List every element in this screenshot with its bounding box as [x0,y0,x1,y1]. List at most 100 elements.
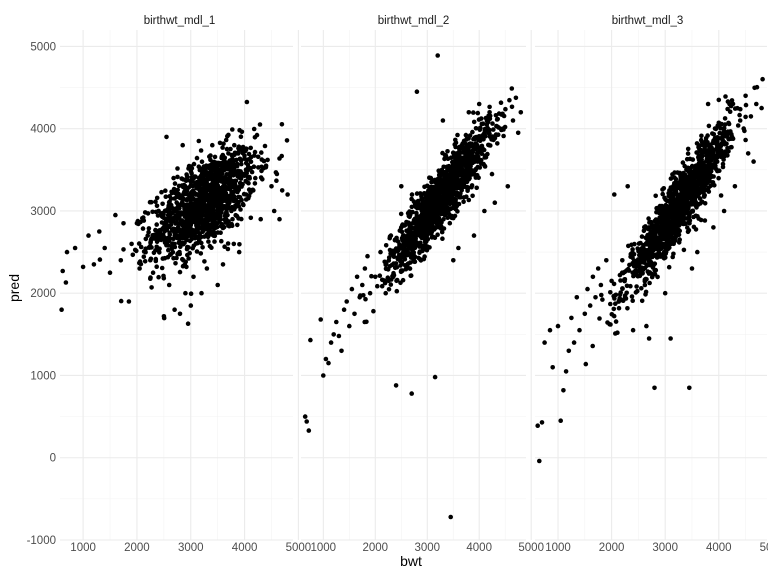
scatter-point [217,140,223,146]
scatter-point [199,181,205,187]
scatter-point [687,212,692,218]
scatter-point [134,221,140,226]
scatter-point [630,270,635,276]
scatter-point [166,282,172,288]
scatter-point [566,348,572,354]
scatter-point [121,247,126,252]
scatter-point [141,254,147,259]
scatter-point [625,266,631,272]
scatter-point [618,290,623,295]
scatter-point [80,264,86,270]
scatter-point [249,169,255,175]
scatter-point [177,311,183,317]
scatter-point [737,112,742,118]
scatter-point [488,143,493,148]
scatter-point [649,236,655,242]
scatter-point [737,118,743,123]
scatter-point [336,333,342,339]
scatter-point [671,226,677,232]
scatter-point [450,159,455,165]
scatter-point [392,265,398,271]
scatter-point [652,218,657,224]
scatter-point [196,175,202,181]
x-tick-label: 1000 [311,542,337,554]
scatter-point [138,244,144,250]
scatter-point [659,221,664,227]
y-tick-label: -1000 [27,535,56,547]
scatter-point [210,229,216,234]
scatter-point [202,259,207,264]
scatter-point [451,258,456,263]
scatter-point [202,177,207,183]
scatter-point [476,117,482,122]
scatter-point [634,284,639,289]
scatter-point [191,161,197,167]
scatter-point [710,180,715,185]
scatter-point [644,262,650,268]
scatter-point [629,242,634,248]
scatter-point [263,163,269,168]
scatter-point [231,158,236,164]
scatter-point [302,414,308,419]
scatter-point [86,233,91,238]
scatter-point [371,308,376,314]
scatter-point [644,252,650,258]
scatter-point [666,215,671,220]
scatter-point [363,296,368,302]
scatter-point [231,241,237,247]
scatter-point [176,183,182,189]
scatter-point [442,199,448,204]
scatter-point [162,240,168,245]
scatter-point [233,204,239,210]
scatter-point [161,215,167,221]
scatter-point [648,231,653,236]
scatter-point [245,162,251,168]
scatter-point [493,132,499,137]
scatter-point [558,418,563,424]
scatter-point [473,126,479,131]
scatter-point [453,144,458,150]
scatter-point [386,287,392,292]
y-tick-label: 0 [50,453,56,465]
scatter-point [493,113,499,118]
scatter-point [187,238,193,244]
scatter-point [344,299,350,304]
scatter-point [252,153,257,158]
scatter-point [362,266,368,271]
scatter-point [205,234,211,240]
scatter-point [257,122,263,127]
scatter-point [394,288,400,294]
scatter-point [681,179,687,185]
scatter-point [653,193,658,199]
scatter-point [598,282,604,288]
scatter-point [218,223,224,229]
scatter-point [419,211,425,217]
scatter-point [445,192,450,198]
scatter-point [479,135,484,141]
scatter-point [253,175,258,181]
scatter-point [425,223,431,228]
scatter-point [186,256,191,261]
scatter-point [474,185,480,191]
scatter-point [236,144,242,149]
scatter-point [721,139,727,145]
scatter-point [175,166,180,171]
scatter-point [217,203,222,208]
scatter-point [347,323,352,329]
scatter-point [708,169,714,174]
scatter-point [421,200,427,206]
scatter-point [409,391,415,396]
scatter-point [630,298,635,304]
scatter-point [156,232,161,237]
scatter-point [185,321,191,327]
scatter-point [420,196,425,201]
scatter-point [624,290,629,296]
scatter-point [646,225,652,230]
scatter-point [118,258,124,263]
scatter-point [269,184,274,189]
scatter-point [223,137,229,143]
scatter-point [211,233,217,238]
scatter-point [244,170,249,176]
scatter-point [188,182,194,188]
scatter-point [441,226,447,231]
